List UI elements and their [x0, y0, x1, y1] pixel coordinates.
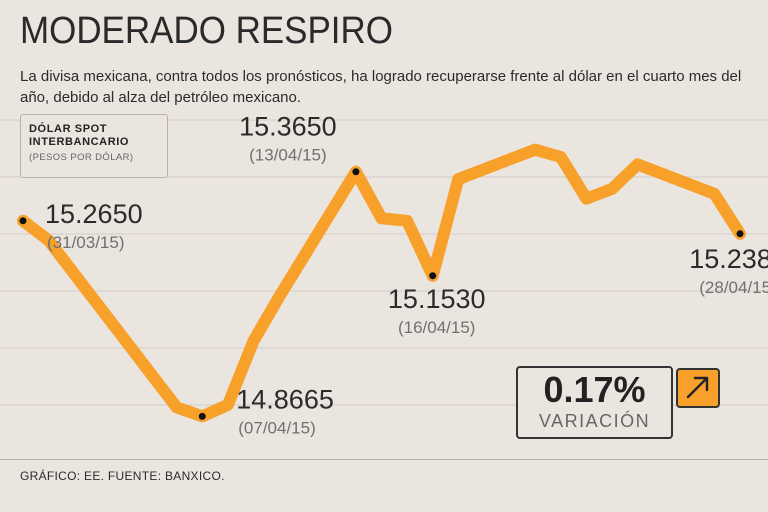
chart-subtitle: La divisa mexicana, contra todos los pro… [20, 68, 742, 106]
footer-divider [0, 459, 768, 460]
variation-box: 0.17% VARIACIÓN [516, 366, 673, 439]
data-point-marker [429, 272, 437, 280]
data-point-marker [736, 230, 744, 238]
unit-line-1: DÓLAR SPOT [29, 123, 108, 135]
annotated-points [19, 168, 744, 420]
data-label-date: (16/04/15) [398, 318, 476, 337]
annotation-labels: 15.2650 (31/03/15) 14.8665 (07/04/15) 15.365… [45, 112, 768, 438]
unit-line-3: (PESOS POR DÓLAR) [29, 152, 134, 163]
variation-value: 0.17% [543, 369, 646, 410]
chart-title: MODERADO RESPIRO [20, 10, 393, 52]
variation-label: VARIACIÓN [538, 411, 651, 431]
unit-legend: DÓLAR SPOT INTERBANCARIO (PESOS POR DÓLA… [20, 114, 168, 178]
data-label-value: 14.8665 [236, 384, 334, 414]
data-label-value: 15.2385 [689, 244, 768, 274]
data-point-marker [19, 217, 27, 225]
data-label-value: 15.2650 [45, 199, 143, 229]
data-point-marker [352, 168, 360, 176]
data-label-value: 15.1530 [388, 284, 486, 314]
data-point-marker [198, 412, 206, 420]
data-label-date: (07/04/15) [238, 418, 316, 437]
arrow-up-right-icon [676, 368, 720, 408]
data-label-date: (28/04/15) [699, 278, 768, 297]
source-note: GRÁFICO: EE. FUENTE: BANXICO. [20, 469, 225, 483]
arrow-up-right-icon-glyph [686, 376, 709, 399]
data-label-date: (31/03/15) [47, 233, 125, 252]
unit-line-2: INTERBANCARIO [29, 136, 130, 148]
data-label-date: (13/04/15) [249, 146, 327, 165]
data-label-value: 15.3650 [239, 112, 337, 142]
